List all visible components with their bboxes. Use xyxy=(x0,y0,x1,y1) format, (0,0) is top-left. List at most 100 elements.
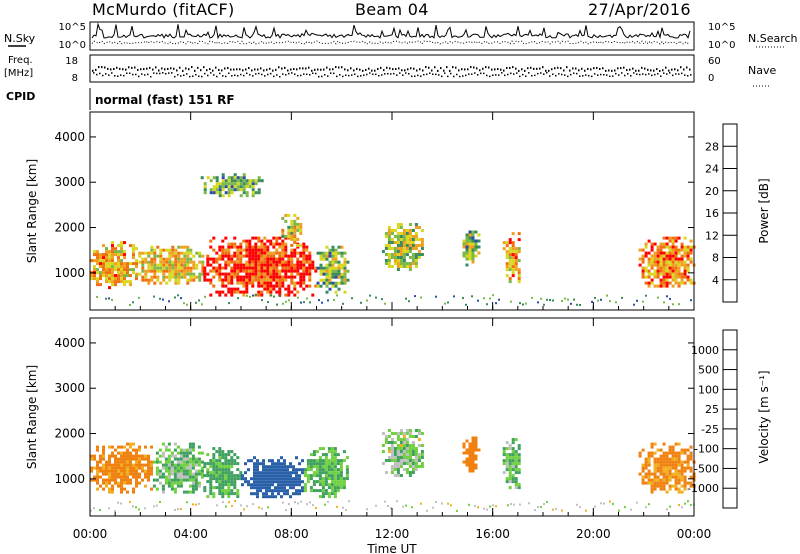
colorbar-tick-label: 500 xyxy=(698,364,719,377)
echo-cell xyxy=(126,448,129,452)
echo-cell xyxy=(683,481,687,485)
echo-cell xyxy=(194,478,198,482)
echo-cell xyxy=(647,257,651,261)
echo-cell xyxy=(227,272,231,276)
echo-cell xyxy=(402,265,406,268)
freq-point xyxy=(620,67,622,70)
echo-cell xyxy=(396,241,400,244)
echo-cell xyxy=(126,454,129,458)
echo-cell xyxy=(111,277,114,281)
ground-scatter-cell xyxy=(192,503,194,506)
freq-point xyxy=(461,68,463,71)
echo-cell xyxy=(299,251,303,255)
echo-cell xyxy=(256,495,259,499)
echo-cell xyxy=(277,477,280,481)
echo-cell xyxy=(123,265,126,269)
echo-cell xyxy=(221,480,225,484)
echo-cell xyxy=(271,477,274,481)
freq-point xyxy=(320,68,322,71)
freq-point xyxy=(101,66,103,69)
echo-cell xyxy=(108,259,111,263)
echo-cell xyxy=(218,185,222,189)
echo-cell xyxy=(215,290,219,294)
echo-cell xyxy=(309,477,313,481)
echo-cell xyxy=(161,490,165,494)
echo-cell xyxy=(168,260,172,264)
echo-cell xyxy=(215,474,219,478)
echo-cell xyxy=(420,453,424,456)
echo-cell xyxy=(215,191,219,195)
echo-cell xyxy=(290,257,294,261)
ground-scatter-cell xyxy=(288,299,290,302)
echo-cell xyxy=(298,468,301,472)
echo-cell xyxy=(468,239,472,243)
ground-scatter-cell xyxy=(495,505,497,508)
echo-cell xyxy=(108,487,111,491)
echo-cell xyxy=(203,489,207,493)
echo-cell xyxy=(689,245,693,249)
echo-cell xyxy=(179,484,183,488)
echo-cell xyxy=(325,254,329,258)
echo-cell xyxy=(141,269,145,273)
echo-cell xyxy=(284,293,288,297)
echo-cell xyxy=(96,481,99,485)
echo-cell xyxy=(318,489,322,493)
echo-cell xyxy=(284,287,288,291)
echo-cell xyxy=(272,287,276,291)
echo-cell xyxy=(102,466,105,470)
echo-cell xyxy=(262,495,265,499)
echo-cell xyxy=(468,460,472,464)
echo-cell xyxy=(387,435,391,438)
echo-cell xyxy=(102,274,105,278)
echo-cell xyxy=(174,254,178,258)
echo-cell xyxy=(319,266,323,270)
echo-cell xyxy=(129,268,132,272)
echo-cell xyxy=(316,284,320,288)
echo-cell xyxy=(281,281,285,285)
echo-cell xyxy=(176,478,180,482)
echo-cell xyxy=(198,275,202,279)
echo-cell xyxy=(158,475,162,479)
echo-cell xyxy=(227,194,231,198)
echo-cell xyxy=(471,436,475,440)
echo-cell xyxy=(638,263,642,267)
echo-cell xyxy=(275,263,279,267)
echo-cell xyxy=(224,251,228,255)
echo-cell xyxy=(408,265,412,268)
nave-point xyxy=(480,72,482,75)
echo-cell xyxy=(399,441,403,444)
y-tick-label: 2000 xyxy=(54,221,85,235)
ground-scatter-cell xyxy=(93,507,95,510)
echo-cell xyxy=(296,222,300,226)
echo-cell xyxy=(505,459,509,463)
echo-cell xyxy=(656,260,660,264)
echo-cell xyxy=(108,250,111,254)
echo-cell xyxy=(312,465,316,469)
nave-point xyxy=(120,74,122,76)
echo-cell xyxy=(508,447,512,451)
echo-cell xyxy=(102,454,105,458)
echo-cell xyxy=(674,487,678,491)
echo-cell xyxy=(138,460,141,464)
echo-cell xyxy=(312,480,316,484)
ground-scatter-cell xyxy=(156,504,158,507)
echo-cell xyxy=(414,226,418,229)
echo-cell xyxy=(390,456,394,459)
echo-cell xyxy=(305,248,309,252)
echo-cell xyxy=(680,260,684,264)
echo-cell xyxy=(665,254,669,258)
echo-cell xyxy=(342,480,346,484)
ground-scatter-cell xyxy=(534,509,536,512)
nave-point xyxy=(555,75,557,77)
echo-cell xyxy=(505,265,509,269)
echo-cell xyxy=(256,480,259,484)
echo-cell xyxy=(170,472,174,476)
nave-point xyxy=(162,72,164,74)
echo-cell xyxy=(177,254,181,258)
echo-cell xyxy=(257,275,261,279)
nave-point xyxy=(678,73,680,75)
nave-point xyxy=(351,74,353,76)
echo-cell xyxy=(502,247,506,251)
echo-cell xyxy=(302,248,306,252)
echo-cell xyxy=(505,274,509,278)
